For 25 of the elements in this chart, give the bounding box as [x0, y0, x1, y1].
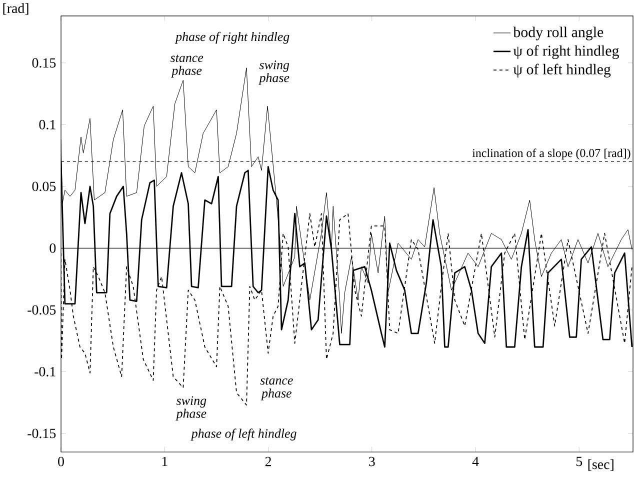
x-tick-label: 5	[576, 456, 582, 466]
annotation: stance phase	[170, 54, 204, 78]
x-tick-label: 4	[472, 456, 479, 466]
y-tick-label: -0.15	[28, 428, 56, 438]
x-tick-label: 2	[265, 456, 271, 466]
y-tick-label: 0.1	[39, 120, 56, 130]
legend-label: ψ of left hindleg	[513, 64, 611, 78]
annotation: phase of right hindleg	[174, 32, 290, 44]
y-tick-label: -0.1	[34, 366, 56, 376]
y-axis-title: [rad]	[3, 3, 28, 15]
y-tick-label: 0.05	[32, 182, 56, 192]
annotation: swing phase	[176, 396, 206, 421]
legend-label: body roll angle	[513, 26, 604, 40]
y-tick-label: 0	[50, 243, 56, 253]
x-tick-label: 3	[369, 456, 375, 466]
legend-label: ψ of right hindleg	[513, 45, 619, 59]
annotation: swing phase	[258, 60, 290, 85]
annotation: phase of left hindleg	[190, 428, 296, 440]
ref-line-label: inclination of a slope (0.07 [rad])	[472, 148, 630, 160]
annotation: stance phase	[260, 377, 293, 400]
y-tick-label: 0.15	[32, 58, 56, 68]
x-axis-title: [sec]	[588, 459, 614, 471]
y-tick-label: -0.05	[28, 305, 56, 315]
x-tick-label: 1	[162, 456, 168, 466]
x-tick-label: 0	[58, 456, 64, 466]
